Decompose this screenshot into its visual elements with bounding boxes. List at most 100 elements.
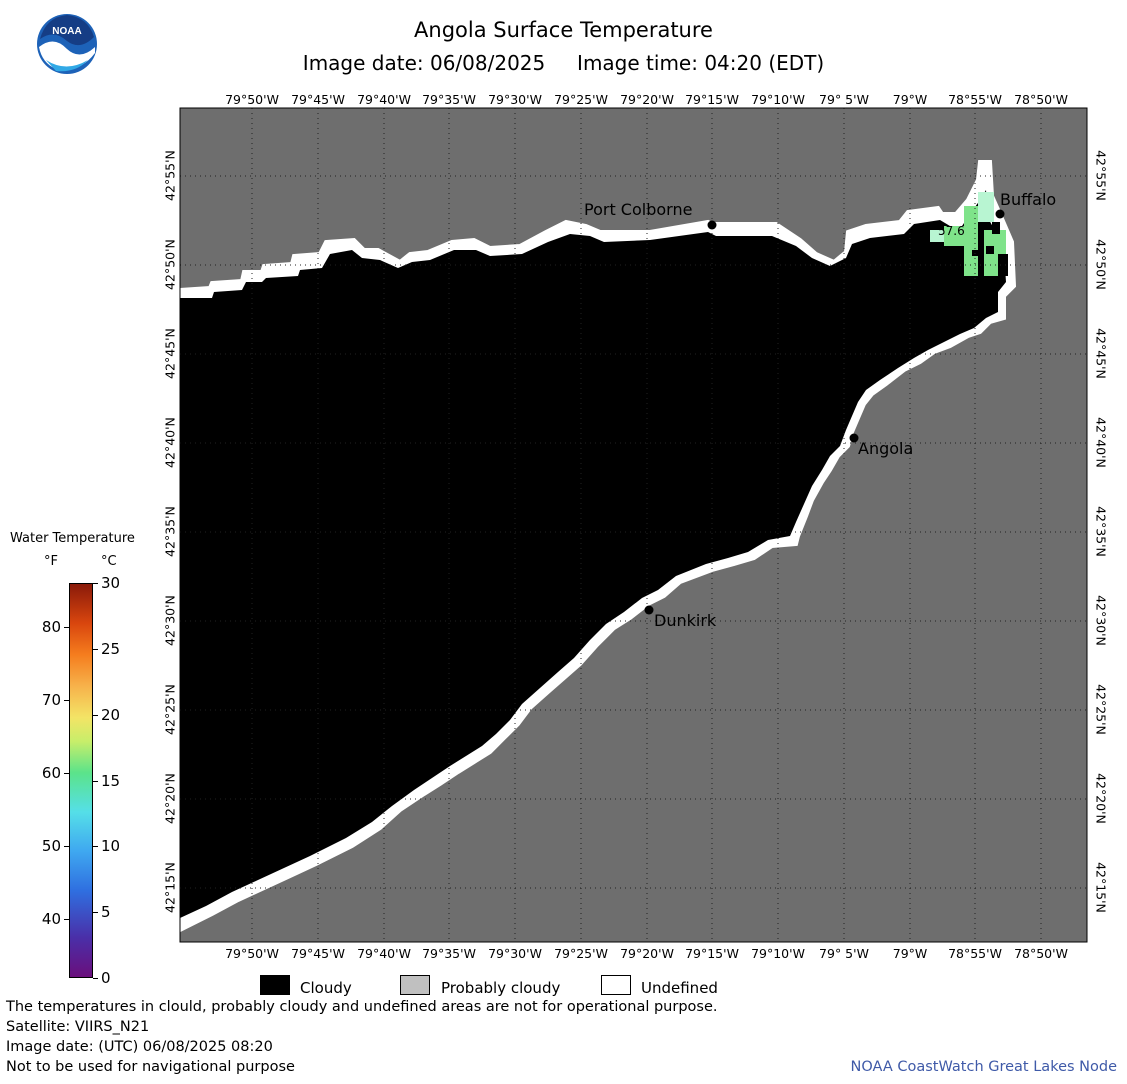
latitude-label: 42°50'N: [1093, 239, 1109, 290]
city-label-dunkirk: Dunkirk: [654, 611, 717, 630]
map-frame: [179, 107, 1088, 943]
key-swatch-undefined: [601, 975, 631, 995]
longitude-label: 79°20'W: [620, 946, 674, 961]
latitude-label: 42°20'N: [1093, 773, 1109, 824]
city-label-buffalo: Buffalo: [1000, 190, 1057, 209]
longitude-label: 79°25'W: [554, 946, 608, 961]
city-marker-angola: [849, 433, 859, 443]
footer-utc-date: Image date: (UTC) 06/08/2025 08:20: [6, 1039, 273, 1055]
fahrenheit-tick-mark: [64, 626, 69, 628]
footer-nav-warning: Not to be used for navigational purpose: [6, 1059, 295, 1075]
latitude-label: 42°50'N: [162, 239, 178, 290]
temperature-reading: 57.6: [938, 224, 965, 238]
city-marker-buffalo: [995, 209, 1005, 219]
latitude-label: 42°55'N: [1093, 150, 1109, 201]
longitude-label: 79°35'W: [422, 946, 476, 961]
footer-credit: NOAA CoastWatch Great Lakes Node: [850, 1059, 1117, 1075]
legend-unit-fahrenheit: °F: [44, 554, 58, 569]
key-swatch-cloudy: [260, 975, 290, 995]
celsius-tick-label: 25: [101, 639, 121, 658]
latitude-label: 42°20'N: [162, 773, 178, 824]
longitude-label: 78°55'W: [948, 92, 1002, 107]
longitude-label: 79°30'W: [488, 92, 542, 107]
latitude-label: 42°30'N: [1093, 595, 1109, 646]
latitude-label: 42°35'N: [162, 506, 178, 557]
celsius-tick-mark: [93, 978, 98, 979]
fahrenheit-tick-mark: [64, 919, 69, 921]
longitude-label: 78°50'W: [1014, 946, 1068, 961]
longitude-label: 78°50'W: [1014, 92, 1068, 107]
key-label-probably-cloudy: Probably cloudy: [441, 979, 561, 997]
longitude-label: 79°25'W: [554, 92, 608, 107]
celsius-tick-mark: [93, 714, 98, 716]
graticule: [180, 108, 1087, 942]
key-label-cloudy: Cloudy: [300, 979, 352, 997]
longitude-label: 79°30'W: [488, 946, 542, 961]
longitude-label: 79° 5'W: [819, 946, 869, 961]
latitude-label: 42°55'N: [162, 150, 178, 201]
longitude-label: 79°15'W: [685, 946, 739, 961]
footer-disclaimer: The temperatures in clould, probably clo…: [6, 999, 718, 1015]
footer-satellite: Satellite: VIIRS_N21: [6, 1019, 150, 1035]
temperature-color-bar: [69, 583, 93, 978]
latitude-label: 42°35'N: [1093, 506, 1109, 557]
noaa-logo-icon: NOAA: [36, 13, 98, 75]
celsius-tick-label: 15: [101, 771, 121, 790]
fahrenheit-tick-label: 50: [41, 837, 61, 856]
longitude-label: 79°W: [892, 946, 928, 961]
latitude-label: 42°25'N: [162, 684, 178, 735]
longitude-label: 79°50'W: [225, 92, 279, 107]
legend-title: Water Temperature: [10, 531, 135, 546]
city-label-angola: Angola: [858, 439, 914, 458]
latitude-label: 42°40'N: [1093, 417, 1109, 468]
latitude-label: 42°25'N: [1093, 684, 1109, 735]
latitude-label: 42°45'N: [1093, 328, 1109, 379]
longitude-label: 79°35'W: [422, 92, 476, 107]
longitude-label: 79°20'W: [620, 92, 674, 107]
fahrenheit-tick-mark: [64, 846, 69, 848]
celsius-tick-mark: [93, 583, 98, 584]
longitude-label: 79°45'W: [291, 92, 345, 107]
celsius-tick-mark: [93, 648, 98, 650]
longitude-label: 79°10'W: [751, 946, 805, 961]
svg-text:NOAA: NOAA: [52, 26, 81, 37]
latitude-label: 42°40'N: [162, 417, 178, 468]
legend-unit-celsius: °C: [101, 554, 117, 569]
city-marker-port-colborne: [707, 220, 717, 230]
fahrenheit-tick-label: 80: [41, 617, 61, 636]
celsius-tick-mark: [93, 846, 98, 848]
longitude-label: 79°45'W: [291, 946, 345, 961]
cloudy-lake-area: [180, 190, 1006, 918]
key-label-undefined: Undefined: [641, 979, 718, 997]
city-label-port-colborne: Port Colborne: [584, 200, 693, 219]
longitude-label: 78°55'W: [948, 946, 1002, 961]
longitude-label: 79° 5'W: [819, 92, 869, 107]
page-title: Angola Surface Temperature: [414, 18, 713, 42]
celsius-tick-label: 5: [101, 903, 111, 922]
latitude-label: 42°30'N: [162, 595, 178, 646]
longitude-label: 79°15'W: [685, 92, 739, 107]
celsius-tick-mark: [93, 780, 98, 782]
fahrenheit-tick-label: 60: [41, 764, 61, 783]
fahrenheit-tick-mark: [64, 700, 69, 702]
longitude-label: 79°40'W: [357, 92, 411, 107]
latitude-label: 42°45'N: [162, 328, 178, 379]
fahrenheit-tick-label: 70: [41, 691, 61, 710]
latitude-label: 42°15'N: [162, 862, 178, 913]
celsius-tick-label: 30: [101, 574, 121, 592]
image-datetime: Image date: 06/08/2025 Image time: 04:20…: [302, 51, 825, 75]
celsius-tick-label: 0: [101, 969, 111, 987]
celsius-tick-label: 10: [101, 837, 121, 856]
city-marker-dunkirk: [644, 605, 654, 615]
longitude-label: 79°40'W: [357, 946, 411, 961]
fahrenheit-tick-mark: [64, 773, 69, 775]
fahrenheit-tick-label: 40: [41, 910, 61, 929]
longitude-label: 79°W: [892, 92, 928, 107]
key-swatch-probably-cloudy: [400, 975, 430, 995]
longitude-label: 79°50'W: [225, 946, 279, 961]
latitude-label: 42°15'N: [1093, 862, 1109, 913]
celsius-tick-mark: [93, 912, 98, 914]
celsius-tick-label: 20: [101, 705, 121, 724]
longitude-label: 79°10'W: [751, 92, 805, 107]
